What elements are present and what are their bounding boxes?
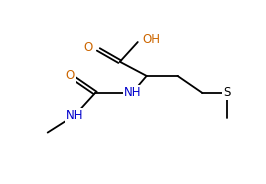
Text: O: O bbox=[84, 41, 93, 54]
Text: O: O bbox=[66, 69, 75, 82]
Text: S: S bbox=[223, 86, 231, 99]
Text: NH: NH bbox=[123, 86, 141, 99]
Text: OH: OH bbox=[143, 33, 160, 46]
Text: NH: NH bbox=[66, 109, 83, 122]
